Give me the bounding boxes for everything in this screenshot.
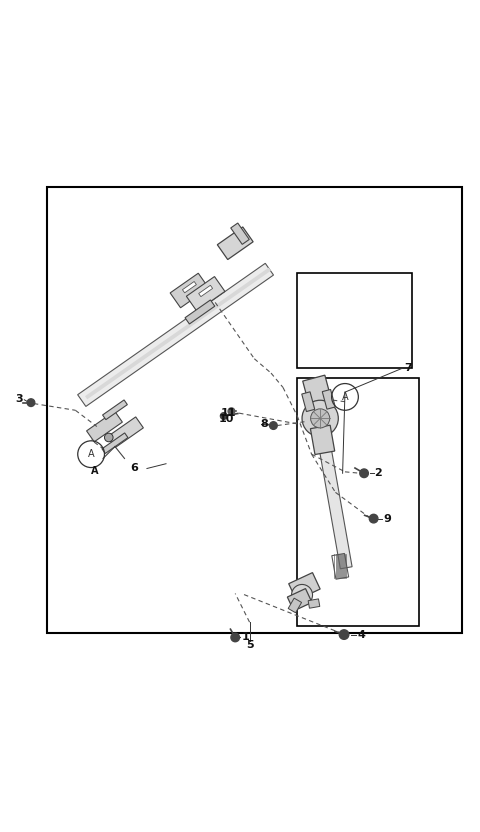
Text: 7: 7 — [405, 364, 412, 374]
Polygon shape — [199, 285, 213, 297]
Polygon shape — [308, 599, 320, 608]
Polygon shape — [288, 572, 320, 600]
Text: A: A — [342, 392, 348, 402]
Bar — [297, 378, 419, 626]
Circle shape — [220, 413, 227, 419]
Polygon shape — [78, 263, 274, 406]
Circle shape — [105, 433, 113, 442]
Bar — [297, 273, 412, 369]
Polygon shape — [303, 375, 333, 411]
Bar — [47, 187, 462, 633]
Text: 2: 2 — [374, 468, 383, 478]
Text: 6: 6 — [130, 463, 138, 473]
Polygon shape — [103, 400, 127, 419]
Polygon shape — [170, 273, 209, 308]
Polygon shape — [311, 425, 335, 454]
Text: 11: 11 — [221, 408, 237, 418]
Text: A: A — [91, 466, 98, 476]
Text: 10: 10 — [218, 414, 234, 424]
Circle shape — [231, 633, 240, 641]
Polygon shape — [319, 444, 352, 569]
Circle shape — [270, 422, 277, 429]
Polygon shape — [186, 276, 225, 311]
Circle shape — [311, 409, 330, 428]
Circle shape — [228, 408, 235, 414]
Polygon shape — [85, 268, 271, 399]
Polygon shape — [102, 433, 128, 453]
Polygon shape — [288, 588, 312, 611]
Text: 8: 8 — [261, 419, 268, 429]
Polygon shape — [288, 598, 301, 613]
Polygon shape — [217, 227, 253, 260]
Circle shape — [291, 584, 312, 606]
Polygon shape — [231, 223, 249, 245]
Polygon shape — [86, 411, 122, 442]
Text: 5: 5 — [246, 640, 253, 650]
Text: 4: 4 — [358, 630, 366, 640]
Polygon shape — [185, 300, 215, 324]
Circle shape — [369, 514, 378, 522]
Text: 3: 3 — [16, 394, 24, 404]
Polygon shape — [302, 392, 315, 412]
Circle shape — [27, 399, 35, 407]
Polygon shape — [108, 417, 144, 448]
Circle shape — [360, 469, 368, 478]
Text: 9: 9 — [383, 513, 391, 523]
Circle shape — [339, 630, 349, 639]
Polygon shape — [182, 281, 196, 293]
Circle shape — [302, 400, 338, 437]
Text: 1: 1 — [241, 632, 249, 642]
Text: A: A — [88, 449, 95, 459]
Polygon shape — [322, 389, 335, 409]
